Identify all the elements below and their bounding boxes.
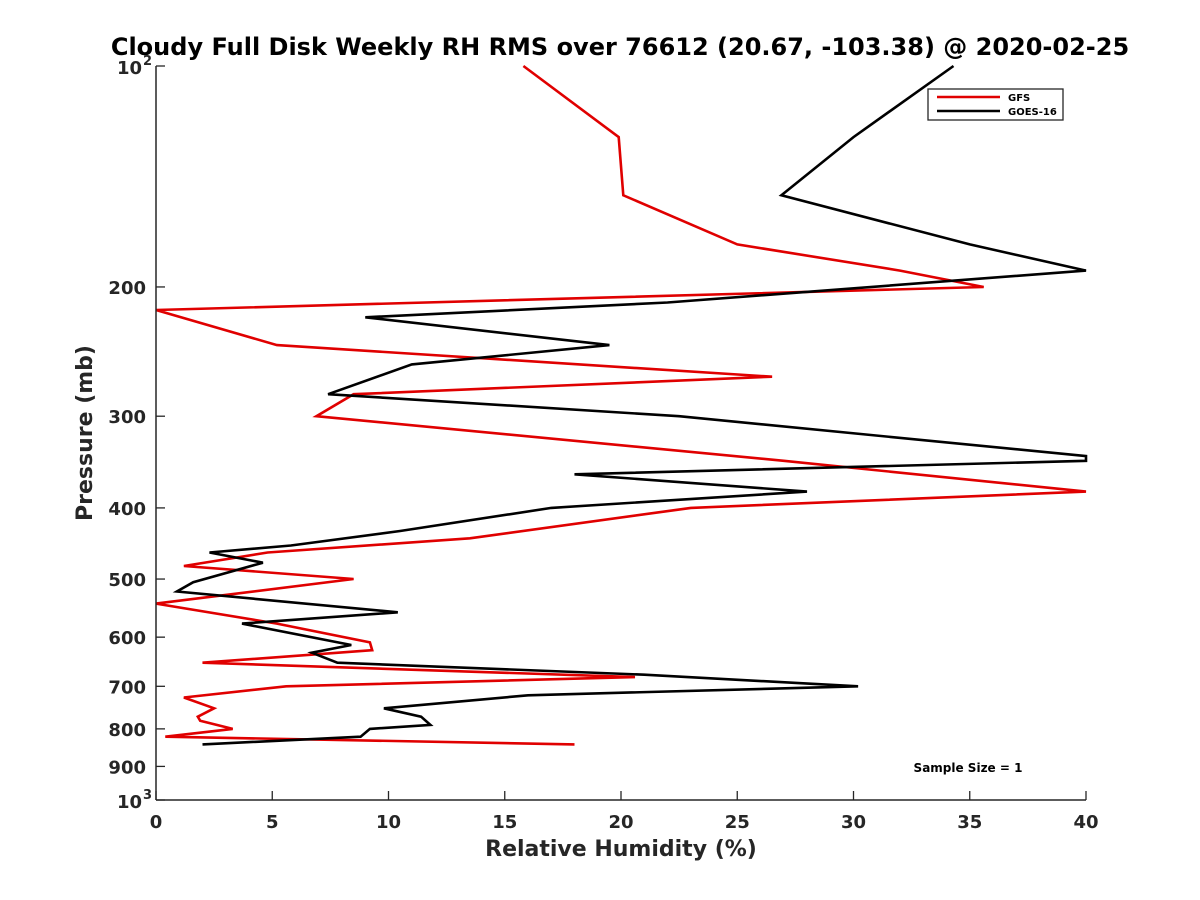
y-tick-label: 10 [117, 792, 142, 813]
y-tick-label: 700 [108, 677, 146, 698]
chart-title: Cloudy Full Disk Weekly RH RMS over 7661… [111, 33, 1129, 61]
y-tick-label: 10 [117, 58, 142, 79]
x-tick-label: 20 [608, 812, 633, 833]
series-line-goes-16 [172, 64, 1088, 746]
y-tick-label: 600 [108, 628, 146, 649]
y-tick-label: 300 [108, 407, 146, 428]
x-tick-label: 5 [266, 812, 279, 833]
x-tick-label: 40 [1073, 812, 1098, 833]
series-layer [155, 64, 1088, 746]
x-tick-label: 30 [841, 812, 866, 833]
x-tick-label: 10 [376, 812, 401, 833]
x-tick-label: 0 [150, 812, 163, 833]
y-tick-label: 500 [108, 570, 146, 591]
legend-label-goes-16: GOES-16 [1008, 107, 1057, 118]
y-tick-exponent: 2 [143, 54, 152, 69]
x-axis-label: Relative Humidity (%) [485, 837, 757, 862]
x-tick-label: 35 [957, 812, 982, 833]
y-tick-label: 200 [108, 278, 146, 299]
sample-size-annotation: Sample Size = 1 [914, 761, 1023, 775]
y-axis-label: Pressure (mb) [73, 345, 98, 521]
y-tick-label: 800 [108, 720, 146, 741]
x-tick-label: 15 [492, 812, 517, 833]
legend-box [927, 88, 1064, 121]
series-line-gfs [155, 64, 1087, 746]
y-tick-label: 400 [108, 499, 146, 520]
x-tick-label: 25 [725, 812, 750, 833]
y-tick-label: 900 [108, 757, 146, 778]
legend-label-gfs: GFS [1008, 93, 1030, 104]
y-tick-exponent: 3 [143, 788, 152, 803]
legend: GFS GOES-16 [927, 88, 1064, 121]
